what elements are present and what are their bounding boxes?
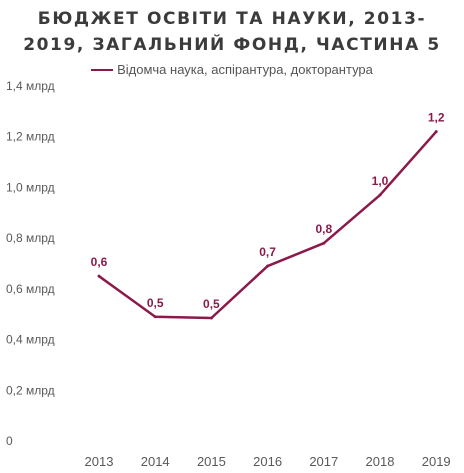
x-tick-label: 2016 — [253, 454, 282, 469]
y-tick-label: 0,2 млрд — [6, 383, 55, 397]
data-point — [266, 264, 270, 268]
legend-line-swatch — [91, 68, 114, 71]
y-tick-label: 0,8 млрд — [6, 231, 55, 245]
y-tick-label: 1,2 млрд — [6, 130, 55, 144]
x-tick-label: 2015 — [197, 454, 226, 469]
x-tick-label: 2019 — [422, 454, 451, 469]
y-tick-label: 1,0 млрд — [6, 180, 55, 194]
y-tick-label: 1,4 млрд — [6, 79, 55, 93]
data-label: 0,5 — [203, 297, 220, 311]
chart-title-line-1: БЮДЖЕТ ОСВІТИ ТА НАУКИ, 2013- — [37, 9, 427, 29]
chart-legend: Відомча наука, аспірантура, докторантура — [0, 62, 464, 77]
x-tick-label: 2018 — [366, 454, 395, 469]
y-tick-label: 0,4 млрд — [6, 333, 55, 347]
data-point — [322, 241, 326, 245]
y-tick-label: 0 — [6, 434, 13, 448]
data-point — [97, 274, 101, 278]
legend-label: Відомча наука, аспірантура, докторантура — [117, 62, 373, 77]
data-label: 1,0 — [372, 174, 389, 188]
data-label: 1,2 — [428, 111, 445, 125]
data-point — [434, 130, 438, 134]
data-label: 0,6 — [91, 255, 108, 269]
data-label: 0,8 — [315, 222, 332, 236]
data-point — [209, 316, 213, 320]
x-tick-label: 2014 — [141, 454, 170, 469]
series-line — [98, 130, 438, 320]
y-tick-label: 0,6 млрд — [6, 282, 55, 296]
data-label: 0,5 — [147, 296, 164, 310]
data-label: 0,7 — [259, 245, 276, 259]
chart-title-line-2: 2019, ЗАГАЛЬНИЙ ФОНД, ЧАСТИНА 5 — [23, 35, 441, 55]
x-tick-label: 2013 — [85, 454, 114, 469]
data-point — [378, 193, 382, 197]
chart-title: БЮДЖЕТ ОСВІТИ ТА НАУКИ, 2013- 2019, ЗАГА… — [0, 6, 464, 58]
x-tick-label: 2017 — [309, 454, 338, 469]
data-point — [153, 315, 157, 319]
